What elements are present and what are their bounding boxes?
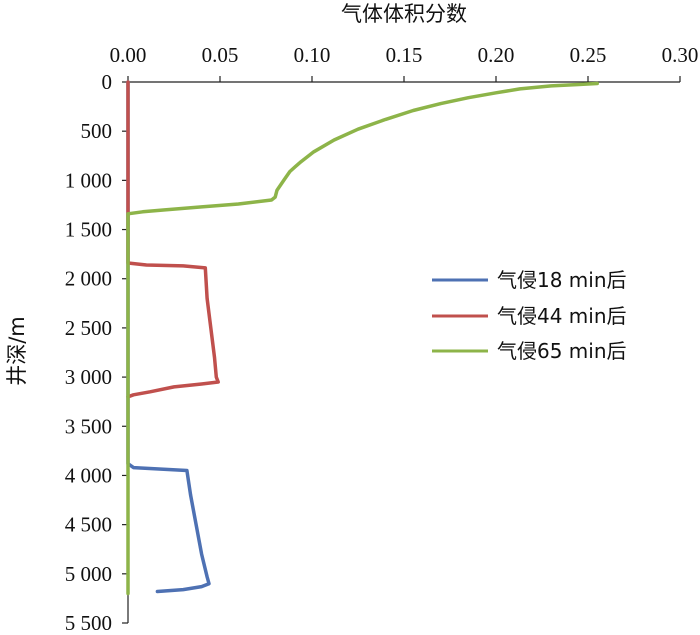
- y-tick-label: 0: [102, 70, 113, 94]
- legend-label-series-3: 气侵65 min后: [497, 339, 627, 363]
- y-tick-label: 4 000: [65, 463, 112, 487]
- x-tick-label: 0.05: [202, 43, 239, 67]
- x-tick-label: 0.25: [570, 43, 607, 67]
- y-ticks: 0 500 1 000 1 500 2 000 2 500 3 000 3 500 4 000 4…: [65, 70, 128, 635]
- y-tick-label: 4 500: [65, 513, 112, 537]
- x-tick-label: 0.10: [294, 43, 331, 67]
- y-tick-label: 5 500: [65, 611, 112, 635]
- series-layer: [126, 80, 599, 596]
- y-tick-label: 3 000: [65, 365, 112, 389]
- y-axis-title: 井深/m: [5, 316, 29, 386]
- legend: 气侵18 min后 气侵44 min后 气侵65 min后: [432, 268, 627, 363]
- x-tick-label: 0.00: [110, 43, 147, 67]
- x-tick-label: 0.20: [478, 43, 515, 67]
- series-line-3: [126, 81, 599, 596]
- y-tick-label: 500: [81, 119, 113, 143]
- y-tick-label: 1 500: [65, 218, 112, 242]
- legend-label-series-2: 气侵44 min后: [497, 304, 627, 328]
- x-tick-label: 0.30: [662, 43, 699, 67]
- y-tick-label: 2 000: [65, 267, 112, 291]
- y-tick-label: 1 000: [65, 168, 112, 192]
- y-tick-label: 5 000: [65, 562, 112, 586]
- x-ticks: 0.00 0.05 0.10 0.15 0.20 0.25 0.30: [110, 43, 699, 82]
- y-tick-label: 3 500: [65, 414, 112, 438]
- series-line-2: [126, 80, 220, 399]
- legend-label-series-1: 气侵18 min后: [497, 268, 627, 292]
- y-tick-label: 2 500: [65, 316, 112, 340]
- series-line-1: [126, 80, 211, 594]
- x-axis-title: 气体体积分数: [341, 2, 467, 26]
- x-tick-label: 0.15: [386, 43, 423, 67]
